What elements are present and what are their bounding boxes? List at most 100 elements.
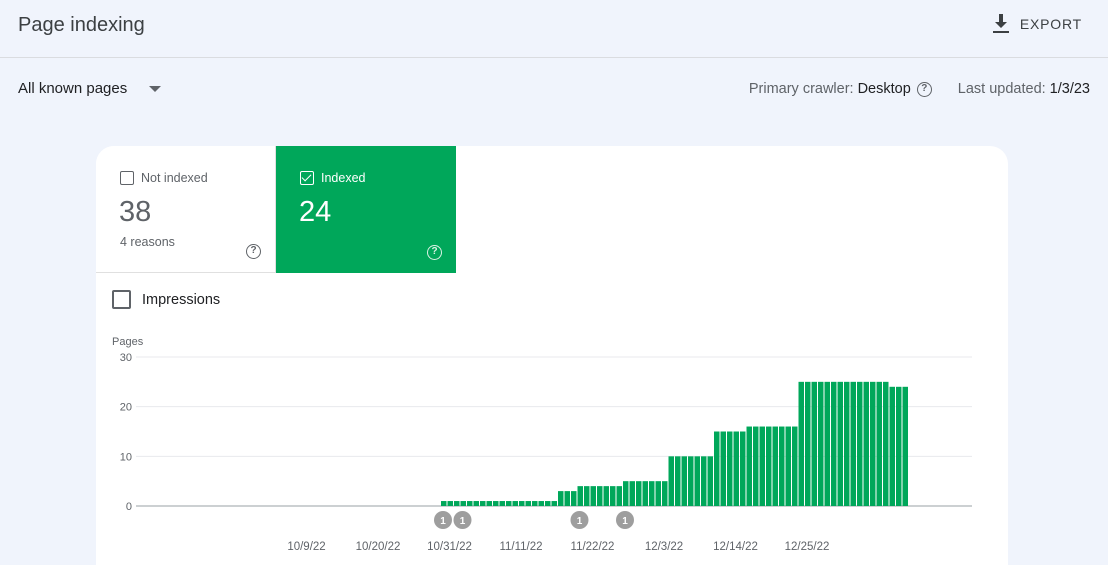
bar	[850, 381, 856, 506]
caret-down-icon	[149, 85, 162, 92]
x-tick-label: 11/11/22	[499, 541, 542, 553]
bar	[824, 381, 830, 506]
bar	[662, 481, 668, 506]
bar	[493, 501, 499, 506]
bar	[720, 431, 726, 506]
x-tick-label: 12/3/22	[645, 541, 683, 553]
bar	[870, 381, 876, 506]
bar	[675, 456, 681, 506]
y-tick-label: 30	[120, 352, 132, 364]
bar	[512, 501, 518, 506]
annotation-label: 1	[622, 516, 628, 527]
bar	[460, 501, 466, 506]
export-button[interactable]: EXPORT	[992, 14, 1082, 34]
bar	[610, 486, 616, 506]
bar	[642, 481, 648, 506]
indexed-count: 24	[299, 196, 332, 228]
bar	[902, 386, 908, 506]
download-icon	[992, 14, 1009, 33]
help-icon[interactable]: ?	[427, 245, 442, 260]
bar	[681, 456, 687, 506]
y-tick-label: 10	[120, 451, 132, 463]
bar	[772, 426, 778, 506]
bar	[519, 501, 525, 506]
bar	[623, 481, 629, 506]
bar	[896, 386, 902, 506]
page-filter-dropdown[interactable]: All known pages	[18, 80, 162, 97]
bar	[649, 481, 655, 506]
indexed-checkbox[interactable]	[300, 171, 314, 185]
bar	[571, 491, 577, 506]
bar	[590, 486, 596, 506]
crawler-value: Desktop	[857, 81, 911, 97]
bar	[538, 501, 544, 506]
bar	[577, 486, 583, 506]
bar	[863, 381, 869, 506]
crawler-label: Primary crawler:	[748, 81, 854, 97]
bar	[532, 501, 538, 506]
bar	[733, 431, 739, 506]
bar	[818, 381, 824, 506]
bar	[668, 456, 674, 506]
help-icon[interactable]: ?	[246, 244, 261, 259]
x-tick-label: 10/31/22	[427, 541, 472, 553]
bar	[499, 501, 505, 506]
bar	[447, 501, 453, 506]
bar	[603, 486, 609, 506]
not-indexed-label: Not indexed	[141, 171, 208, 185]
annotation-label: 1	[577, 516, 583, 527]
bar	[629, 481, 635, 506]
bar	[889, 386, 895, 506]
bar	[844, 381, 850, 506]
bar	[701, 456, 707, 506]
bar	[655, 481, 661, 506]
crawler-info: Primary crawler: Desktop ? Last updated:…	[749, 81, 1090, 97]
bar	[454, 501, 460, 506]
not-indexed-tile[interactable]: Not indexed 38 4 reasons ?	[96, 146, 276, 273]
bar	[467, 501, 473, 506]
annotation-label: 1	[440, 516, 446, 527]
x-tick-label: 12/25/22	[785, 541, 830, 553]
y-axis-label: Pages	[112, 336, 144, 348]
bar	[837, 381, 843, 506]
bar	[584, 486, 590, 506]
bar	[831, 381, 837, 506]
annotation-marker	[453, 511, 472, 529]
page-header: Page indexing EXPORT	[0, 0, 1108, 58]
not-indexed-reasons: 4 reasons	[120, 235, 175, 249]
bar	[480, 501, 486, 506]
bar	[798, 381, 804, 506]
impressions-toggle[interactable]: Impressions	[112, 290, 220, 309]
x-tick-label: 11/22/22	[571, 541, 615, 553]
bar	[545, 501, 551, 506]
bar	[753, 426, 759, 506]
annotation-marker	[434, 511, 452, 529]
x-tick-label: 10/9/22	[287, 541, 325, 553]
last-updated-value: 1/3/23	[1049, 81, 1090, 97]
bar	[805, 381, 811, 506]
bar	[792, 426, 798, 506]
bar	[473, 501, 479, 506]
bar	[688, 456, 694, 506]
not-indexed-checkbox[interactable]	[120, 171, 134, 185]
help-icon[interactable]: ?	[916, 81, 932, 97]
not-indexed-header: Not indexed	[120, 171, 208, 185]
bar	[707, 456, 713, 506]
indexed-tile[interactable]: Indexed 24 ?	[276, 146, 456, 273]
bar	[597, 486, 603, 506]
bar	[740, 431, 746, 506]
impressions-label: Impressions	[142, 291, 221, 308]
bar	[811, 381, 817, 506]
last-updated-label: Last updated:	[957, 81, 1046, 97]
bar	[486, 501, 492, 506]
bar	[636, 481, 642, 506]
impressions-checkbox[interactable]	[112, 290, 131, 309]
bar	[727, 431, 733, 506]
page-filter-label: All known pages	[18, 80, 128, 97]
annotation-marker	[616, 511, 634, 529]
bar	[694, 456, 700, 506]
not-indexed-count: 38	[119, 196, 152, 228]
bar	[759, 426, 765, 506]
indexed-label: Indexed	[321, 171, 366, 185]
bar	[525, 501, 531, 506]
